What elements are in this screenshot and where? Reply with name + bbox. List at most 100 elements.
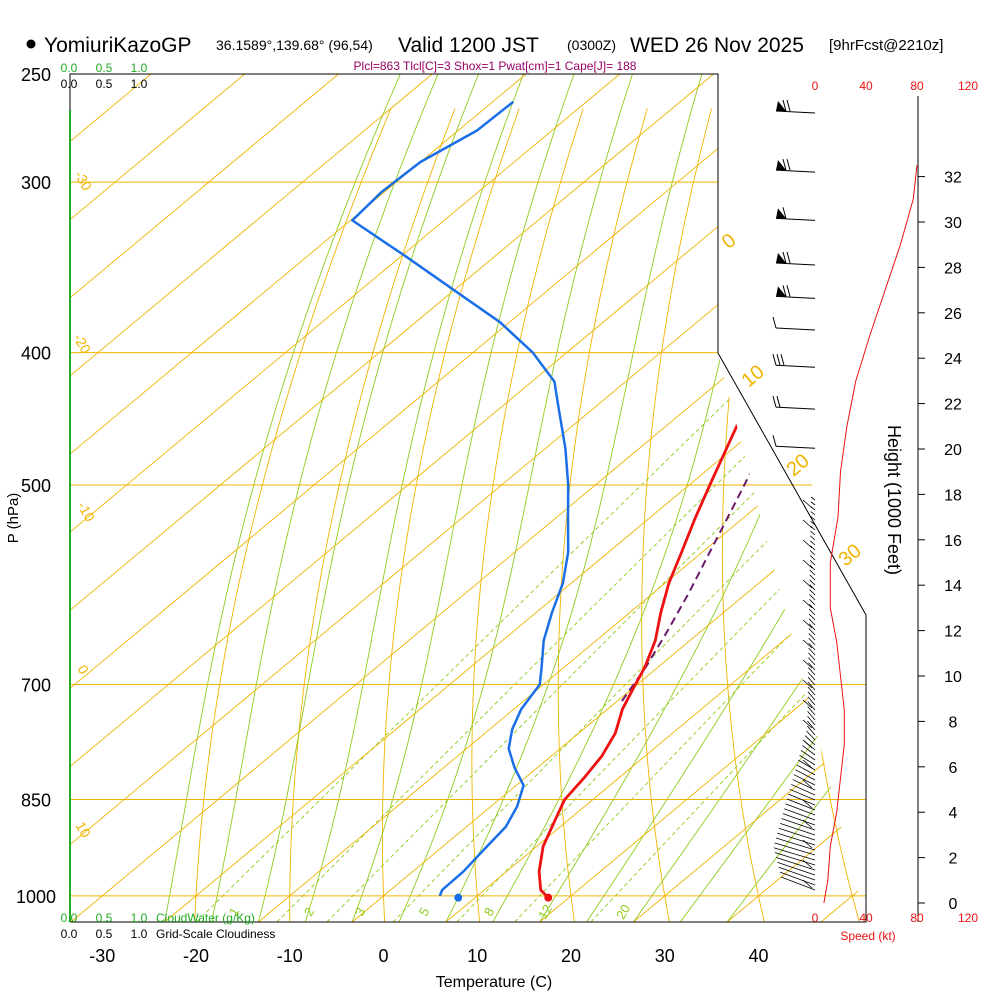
dry-adiabat-line xyxy=(557,108,648,922)
low-level-barb xyxy=(810,540,816,546)
height-tick-label: 2 xyxy=(949,851,958,868)
isotherm-line xyxy=(70,74,866,922)
parcel-profile-line xyxy=(621,454,761,702)
cloudwater-top-tick: 0.0 xyxy=(61,61,78,75)
forecast-info: [9hrFcst@2210z] xyxy=(829,37,943,54)
title-bar: YomiuriKazoGP 36.1589°,139.68° (96,54) V… xyxy=(26,34,943,73)
low-level-barb xyxy=(807,706,816,716)
low-level-barb-flag xyxy=(802,599,813,609)
low-level-barb xyxy=(802,745,816,756)
moist-adiabat-line xyxy=(445,74,704,922)
low-level-barb xyxy=(786,798,816,811)
wind-barb-feather xyxy=(772,435,777,447)
low-level-barb xyxy=(809,589,816,596)
sounding-indices: Plcl=863 Tlcl[C]=3 Shox=1 Pwat[cm]=1 Cap… xyxy=(354,59,637,73)
x-tick-label: 30 xyxy=(655,946,675,966)
height-tick-label: 16 xyxy=(944,533,962,550)
wind-barb-staff xyxy=(775,262,816,266)
station-coords: 36.1589°,139.68° (96,54) xyxy=(216,37,373,53)
low-level-barb xyxy=(807,715,816,726)
low-level-barb xyxy=(809,569,816,576)
station-marker-icon xyxy=(26,39,36,49)
wind-barb-feather xyxy=(782,99,787,112)
low-level-barb xyxy=(808,613,816,621)
low-level-barb xyxy=(796,764,816,776)
low-level-barb xyxy=(808,618,816,626)
mixing-ratio-line xyxy=(196,352,778,922)
cloudiness-top-tick: 0.0 xyxy=(61,77,78,91)
low-level-barb xyxy=(791,784,816,796)
low-level-barb xyxy=(800,750,816,761)
dewpoint-profile-line xyxy=(351,100,570,897)
wind-barb-staff xyxy=(775,295,816,299)
low-level-barb xyxy=(774,842,816,856)
isotherm-line xyxy=(820,74,866,922)
isotherm-line xyxy=(70,74,714,922)
low-level-barb-flag xyxy=(802,559,813,569)
low-level-barb xyxy=(810,496,816,501)
low-level-barb-flag xyxy=(802,799,813,809)
low-level-barb xyxy=(809,560,816,566)
cloudiness-bottom-tick: 1.0 xyxy=(131,927,148,941)
wind-barb-staff xyxy=(775,327,816,331)
low-level-barb xyxy=(778,866,816,881)
low-level-barb xyxy=(807,691,816,701)
low-level-barb xyxy=(785,803,816,816)
mixing-ratio-line xyxy=(392,352,866,922)
isotherm-line xyxy=(539,74,866,922)
low-level-barb-flag xyxy=(802,699,813,709)
theta-e-label: 10 xyxy=(738,361,769,392)
wind-barb-feather xyxy=(780,354,785,366)
speed-top-tick: 120 xyxy=(958,79,978,93)
mixing-ratio-label: 12 xyxy=(535,902,555,922)
height-tick-label: 4 xyxy=(949,805,958,822)
speed-bottom-tick: 120 xyxy=(958,911,978,925)
height-axis-title: Height (1000 Feet) xyxy=(884,425,904,575)
height-tick-label: 24 xyxy=(944,351,962,368)
low-level-barb xyxy=(807,696,816,706)
low-level-barb xyxy=(808,623,816,631)
x-tick-label: 40 xyxy=(748,946,768,966)
wind-barb-feather xyxy=(772,316,777,329)
valid-date: WED 26 Nov 2025 xyxy=(630,34,804,57)
y-axis-title: P (hPa) xyxy=(5,493,22,544)
low-level-barb-flag xyxy=(802,539,813,549)
temperature-profile-line xyxy=(537,114,845,899)
wind-barb-feather xyxy=(782,158,787,171)
moist-adiabat-line xyxy=(257,74,481,922)
cloudwater-top-tick: 0.5 xyxy=(96,61,113,75)
x-tick-label: 0 xyxy=(378,946,388,966)
height-tick-label: 26 xyxy=(944,306,962,323)
wind-barb-pennant xyxy=(776,160,786,171)
height-tick-label: 10 xyxy=(944,669,962,686)
low-level-barb-flag xyxy=(802,499,813,509)
low-level-barb xyxy=(806,730,816,741)
low-level-barb-flag xyxy=(802,679,813,689)
surface-dewpoint-dot xyxy=(454,893,463,902)
speed-bottom-tick: 0 xyxy=(812,911,819,925)
height-tick-label: 18 xyxy=(944,487,962,504)
low-level-barb xyxy=(810,521,816,526)
low-level-barb-flag xyxy=(802,739,813,749)
speed-top-tick: 80 xyxy=(910,79,924,93)
cloudwater-bottom-tick: 0.0 xyxy=(61,911,78,925)
isotherm-line xyxy=(445,74,866,922)
low-level-barb-flag xyxy=(802,519,813,529)
low-level-barb xyxy=(809,564,816,571)
low-level-barb xyxy=(808,667,816,676)
low-level-barb-flag xyxy=(802,759,813,769)
mixing-ratio-line xyxy=(456,352,866,922)
moist-adiabat-line xyxy=(351,74,576,922)
wind-barb-pennant xyxy=(776,286,786,297)
wind-barb-feather xyxy=(786,251,791,264)
adiabat-label: 10 xyxy=(73,819,95,841)
low-level-barb xyxy=(792,779,816,791)
dry-adiabat-line xyxy=(381,108,520,922)
wind-speed-line xyxy=(823,165,918,904)
isotherm-line xyxy=(70,74,866,922)
sounding-profiles xyxy=(351,100,845,902)
cloudwater-axis-label: CloudWater (g/Kg) xyxy=(156,911,255,925)
low-level-barb xyxy=(808,652,816,661)
